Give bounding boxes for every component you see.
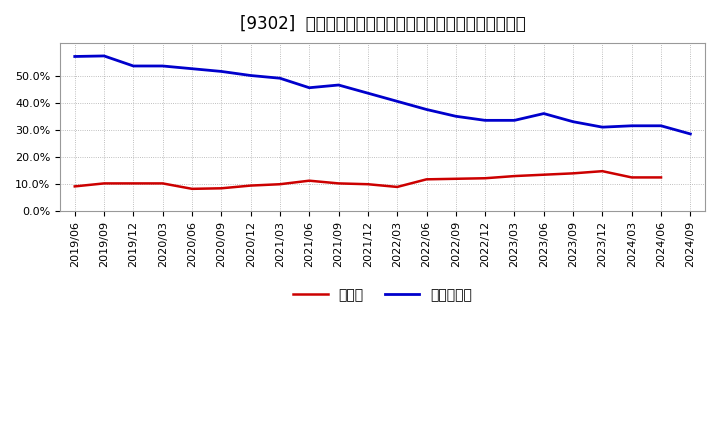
有利子負債 (364, 91, 372, 96)
現預金 (158, 181, 167, 186)
現預金 (276, 182, 284, 187)
有利子負債 (686, 131, 695, 136)
有利子負債 (393, 99, 402, 104)
現預金 (305, 178, 314, 183)
Legend: 現預金, 有利子負債: 現預金, 有利子負債 (287, 282, 478, 308)
有利子負債 (481, 118, 490, 123)
有利子負債 (71, 54, 79, 59)
現預金 (598, 169, 607, 174)
有利子負債 (217, 69, 225, 74)
有利子負債 (657, 123, 665, 128)
有利子負債 (451, 114, 460, 119)
有利子負債 (305, 85, 314, 90)
Line: 有利子負債: 有利子負債 (75, 56, 690, 134)
有利子負債 (627, 123, 636, 128)
有利子負債 (422, 107, 431, 112)
有利子負債 (569, 119, 577, 125)
現預金 (627, 175, 636, 180)
現預金 (334, 181, 343, 186)
現預金 (569, 171, 577, 176)
現預金 (71, 184, 79, 189)
現預金 (217, 186, 225, 191)
現預金 (481, 176, 490, 181)
有利子負債 (158, 63, 167, 69)
現預金 (364, 182, 372, 187)
有利子負債 (100, 53, 109, 59)
現預金 (657, 175, 665, 180)
現預金 (422, 177, 431, 182)
現預金 (451, 176, 460, 181)
現預金 (246, 183, 255, 188)
現預金 (510, 173, 519, 179)
現預金 (539, 172, 548, 177)
有利子負債 (510, 118, 519, 123)
現預金 (100, 181, 109, 186)
Line: 現預金: 現預金 (75, 171, 661, 189)
有利子負債 (246, 73, 255, 78)
Title: [9302]  現預金、有利子負債の総資産に対する比率の推移: [9302] 現預金、有利子負債の総資産に対する比率の推移 (240, 15, 526, 33)
有利子負債 (539, 111, 548, 116)
有利子負債 (598, 125, 607, 130)
有利子負債 (129, 63, 138, 69)
現預金 (129, 181, 138, 186)
有利子負債 (334, 82, 343, 88)
有利子負債 (276, 76, 284, 81)
有利子負債 (188, 66, 197, 71)
現預金 (393, 184, 402, 190)
現預金 (188, 186, 197, 191)
